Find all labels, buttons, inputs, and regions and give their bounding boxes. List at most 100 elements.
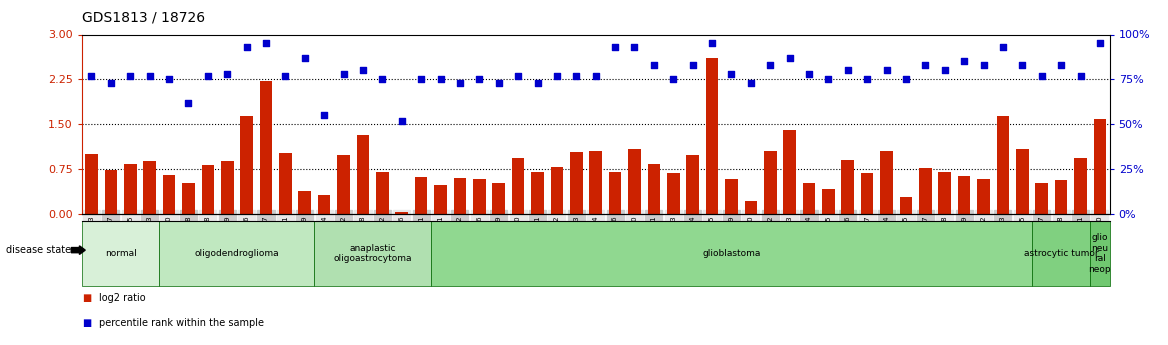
Bar bbox=[531, 172, 544, 214]
Bar bbox=[259, 81, 272, 214]
Bar bbox=[1055, 180, 1068, 214]
Point bbox=[936, 68, 954, 73]
Text: glio
neu
ral
neop: glio neu ral neop bbox=[1089, 234, 1111, 274]
Point bbox=[431, 77, 450, 82]
Bar bbox=[493, 183, 505, 214]
Bar bbox=[978, 179, 989, 214]
Point bbox=[954, 59, 973, 64]
Point bbox=[257, 41, 276, 46]
Text: disease state: disease state bbox=[6, 245, 71, 255]
Point bbox=[392, 118, 411, 124]
Point bbox=[140, 73, 159, 79]
Bar bbox=[550, 167, 563, 214]
Bar bbox=[356, 135, 369, 214]
Bar bbox=[1035, 183, 1048, 214]
Point bbox=[703, 41, 722, 46]
Point bbox=[102, 80, 120, 86]
Bar bbox=[85, 154, 98, 214]
Bar bbox=[182, 183, 195, 214]
Point bbox=[315, 112, 334, 118]
Bar bbox=[570, 152, 583, 214]
Text: ■: ■ bbox=[82, 294, 91, 303]
Point bbox=[819, 77, 837, 82]
Point bbox=[586, 73, 605, 79]
Bar bbox=[144, 161, 157, 214]
Bar bbox=[415, 177, 427, 214]
Text: ■: ■ bbox=[82, 318, 91, 327]
Point bbox=[470, 77, 488, 82]
Bar bbox=[241, 116, 253, 214]
Bar bbox=[453, 178, 466, 214]
Point bbox=[1091, 41, 1110, 46]
Point bbox=[722, 71, 741, 77]
Point bbox=[857, 77, 876, 82]
Bar bbox=[725, 179, 738, 214]
Point bbox=[780, 55, 799, 61]
Bar bbox=[687, 155, 698, 214]
Bar bbox=[744, 201, 757, 214]
Point bbox=[897, 77, 916, 82]
Point bbox=[645, 62, 663, 68]
Bar bbox=[396, 211, 408, 214]
Point bbox=[994, 44, 1013, 50]
Point bbox=[839, 68, 857, 73]
Bar bbox=[609, 172, 621, 214]
Point bbox=[1051, 62, 1070, 68]
Point bbox=[199, 73, 217, 79]
Point bbox=[218, 71, 237, 77]
Bar bbox=[473, 179, 486, 214]
Point bbox=[1013, 62, 1031, 68]
Point bbox=[974, 62, 993, 68]
Bar bbox=[938, 172, 951, 214]
Point bbox=[121, 73, 140, 79]
Point bbox=[412, 77, 431, 82]
Bar bbox=[996, 116, 1009, 214]
Point bbox=[373, 77, 391, 82]
Bar bbox=[299, 191, 311, 214]
Bar bbox=[764, 150, 777, 214]
Bar bbox=[162, 175, 175, 214]
Bar bbox=[1075, 158, 1086, 214]
Bar bbox=[338, 155, 350, 214]
Point bbox=[334, 71, 353, 77]
Point bbox=[742, 80, 760, 86]
Point bbox=[179, 100, 197, 106]
Bar bbox=[899, 197, 912, 214]
Bar bbox=[802, 183, 815, 214]
Bar bbox=[1093, 119, 1106, 214]
Text: astrocytic tumor: astrocytic tumor bbox=[1024, 249, 1098, 258]
Bar bbox=[105, 170, 117, 214]
Bar bbox=[628, 149, 641, 214]
Bar bbox=[590, 150, 602, 214]
Point bbox=[1071, 73, 1090, 79]
Bar bbox=[279, 153, 292, 214]
Bar bbox=[705, 58, 718, 214]
Point bbox=[663, 77, 682, 82]
Point bbox=[760, 62, 779, 68]
Bar bbox=[881, 150, 892, 214]
Point bbox=[296, 55, 314, 61]
Bar bbox=[1016, 149, 1029, 214]
Bar bbox=[958, 176, 971, 214]
Bar bbox=[512, 158, 524, 214]
Point bbox=[606, 44, 625, 50]
Point bbox=[683, 62, 702, 68]
Point bbox=[489, 80, 508, 86]
Bar bbox=[919, 168, 932, 214]
Point bbox=[566, 73, 585, 79]
Bar bbox=[434, 185, 447, 214]
Point bbox=[82, 73, 100, 79]
Bar bbox=[861, 173, 874, 214]
Bar bbox=[221, 161, 234, 214]
Bar bbox=[784, 130, 795, 214]
Point bbox=[877, 68, 896, 73]
Bar bbox=[667, 173, 680, 214]
Point bbox=[354, 68, 373, 73]
Bar bbox=[124, 164, 137, 214]
Point bbox=[160, 77, 179, 82]
Point bbox=[625, 44, 644, 50]
Text: anaplastic
oligoastrocytoma: anaplastic oligoastrocytoma bbox=[333, 244, 412, 263]
Point bbox=[509, 73, 528, 79]
Point bbox=[1033, 73, 1051, 79]
Text: oligodendroglioma: oligodendroglioma bbox=[195, 249, 279, 258]
